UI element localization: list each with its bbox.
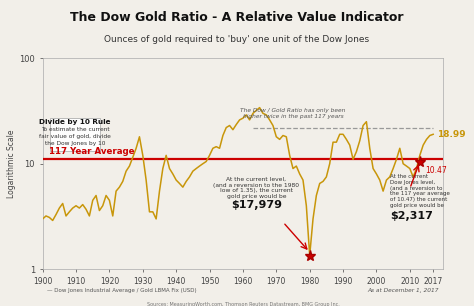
Text: The Dow / Gold Ratio has only been
higher twice in the past 117 years: The Dow / Gold Ratio has only been highe… bbox=[240, 108, 346, 119]
Text: At the current level,
(and a reversion to the 1980
low of 1.35), the current
gol: At the current level, (and a reversion t… bbox=[213, 177, 299, 199]
FancyBboxPatch shape bbox=[50, 118, 100, 151]
Text: As at December 1, 2017: As at December 1, 2017 bbox=[368, 288, 439, 293]
Text: Sources: MeasuringWorth.com, Thomson Reuters Datastream, BMG Group Inc.: Sources: MeasuringWorth.com, Thomson Reu… bbox=[146, 302, 339, 306]
Text: 117 Year Average: 117 Year Average bbox=[49, 147, 135, 156]
Text: $2,317: $2,317 bbox=[390, 211, 433, 221]
Text: At the current
Dow Jones level,
(and a reversion to
the 117 year average
of 10.4: At the current Dow Jones level, (and a r… bbox=[390, 174, 450, 208]
Y-axis label: Logarithmic Scale: Logarithmic Scale bbox=[8, 129, 17, 198]
Text: — Dow Jones Industrial Average / Gold LBMA Fix (USD): — Dow Jones Industrial Average / Gold LB… bbox=[46, 288, 196, 293]
Text: The Dow Gold Ratio - A Relative Value Indicator: The Dow Gold Ratio - A Relative Value In… bbox=[70, 11, 404, 24]
Text: Divide by 10 Rule: Divide by 10 Rule bbox=[39, 119, 111, 125]
Text: To estimate the current
fair value of gold, divide
the Dow Jones by 10: To estimate the current fair value of go… bbox=[39, 126, 111, 146]
Text: $17,979: $17,979 bbox=[231, 200, 282, 210]
Text: 10.47: 10.47 bbox=[425, 166, 447, 175]
Text: 18.99: 18.99 bbox=[437, 130, 466, 139]
Text: Ounces of gold required to 'buy' one unit of the Dow Jones: Ounces of gold required to 'buy' one uni… bbox=[104, 35, 370, 44]
